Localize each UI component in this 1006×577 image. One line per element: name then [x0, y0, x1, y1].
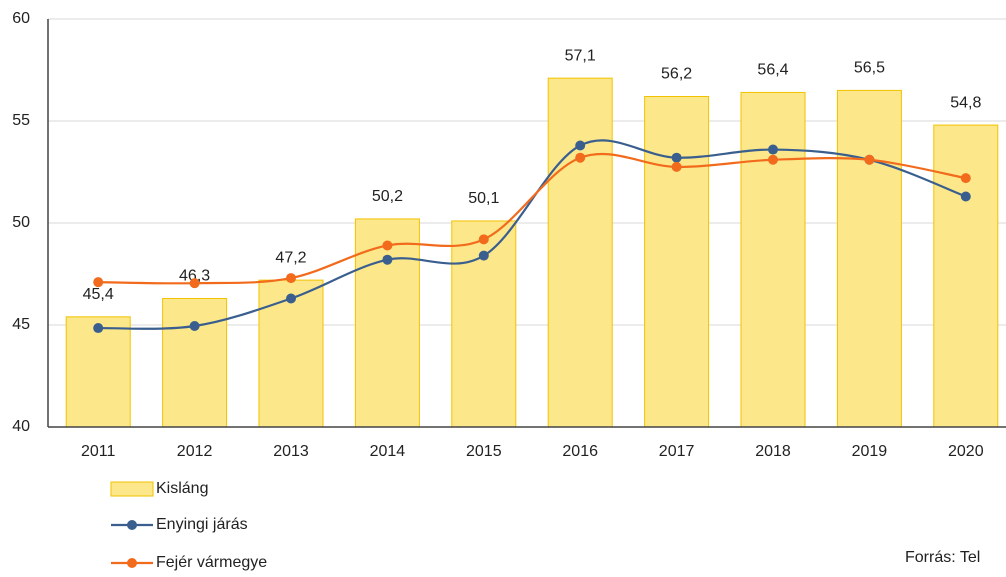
- line: [98, 139, 967, 330]
- y-tick-label: 60: [12, 10, 30, 27]
- legend-swatch: [110, 481, 154, 497]
- legend-label: Enyingi járás: [156, 516, 248, 533]
- line-marker: [478, 250, 489, 261]
- line-marker: [960, 173, 971, 184]
- data-label: 56,4: [757, 62, 788, 79]
- bar: [644, 96, 710, 428]
- bar: [354, 218, 420, 428]
- line-marker: [671, 161, 682, 172]
- line-marker: [382, 254, 393, 265]
- bar: [933, 124, 999, 428]
- x-tick-label: 2018: [755, 443, 791, 460]
- legend-swatch-marker: [127, 520, 137, 530]
- bar: [740, 91, 806, 428]
- line-marker: [286, 293, 296, 304]
- line-marker: [864, 154, 875, 165]
- line-marker: [189, 321, 200, 332]
- y-tick-label: 45: [12, 316, 30, 333]
- line-marker: [768, 144, 778, 155]
- data-label: 47,2: [275, 249, 306, 266]
- bar: [65, 316, 131, 428]
- data-label: 50,2: [372, 188, 403, 205]
- y-tick-label: 40: [12, 418, 30, 435]
- bar: [547, 77, 613, 428]
- line-marker: [575, 140, 586, 151]
- line-marker: [478, 234, 489, 245]
- x-tick-label: 2020: [948, 443, 984, 460]
- x-tick-label: 2017: [659, 443, 695, 460]
- line-marker: [189, 278, 200, 289]
- legend-label: Kisláng: [156, 480, 208, 497]
- bar: [162, 297, 228, 428]
- bar: [258, 279, 324, 428]
- x-tick-label: 2013: [273, 443, 309, 460]
- x-tick-label: 2019: [852, 443, 888, 460]
- line-marker: [286, 273, 296, 284]
- x-tick-label: 2016: [562, 443, 598, 460]
- x-tick-label: 2014: [370, 443, 406, 460]
- x-tick-label: 2015: [466, 443, 502, 460]
- source-note: Forrás: Tel: [905, 549, 980, 566]
- data-label: 54,8: [950, 94, 981, 111]
- line-marker: [960, 191, 971, 202]
- data-label: 50,1: [468, 190, 499, 207]
- line-marker: [575, 152, 586, 163]
- line-marker: [671, 152, 682, 163]
- x-tick-label: 2011: [81, 443, 116, 460]
- data-label: 57,1: [565, 47, 596, 64]
- y-tick-label: 50: [12, 214, 30, 231]
- data-label: 56,5: [854, 60, 885, 77]
- bar: [836, 89, 902, 428]
- legend-label: Fejér vármegye: [156, 554, 267, 571]
- line-marker: [93, 277, 104, 288]
- data-label: 46,3: [179, 268, 210, 285]
- line-marker: [382, 240, 393, 251]
- data-label: 45,4: [83, 286, 114, 303]
- legend-swatch-marker: [127, 558, 137, 568]
- x-tick-label: 2012: [177, 443, 213, 460]
- data-label: 56,2: [661, 66, 692, 83]
- line: [98, 152, 967, 285]
- y-tick-label: 55: [12, 112, 30, 129]
- line-marker: [768, 154, 778, 165]
- line-marker: [93, 323, 104, 334]
